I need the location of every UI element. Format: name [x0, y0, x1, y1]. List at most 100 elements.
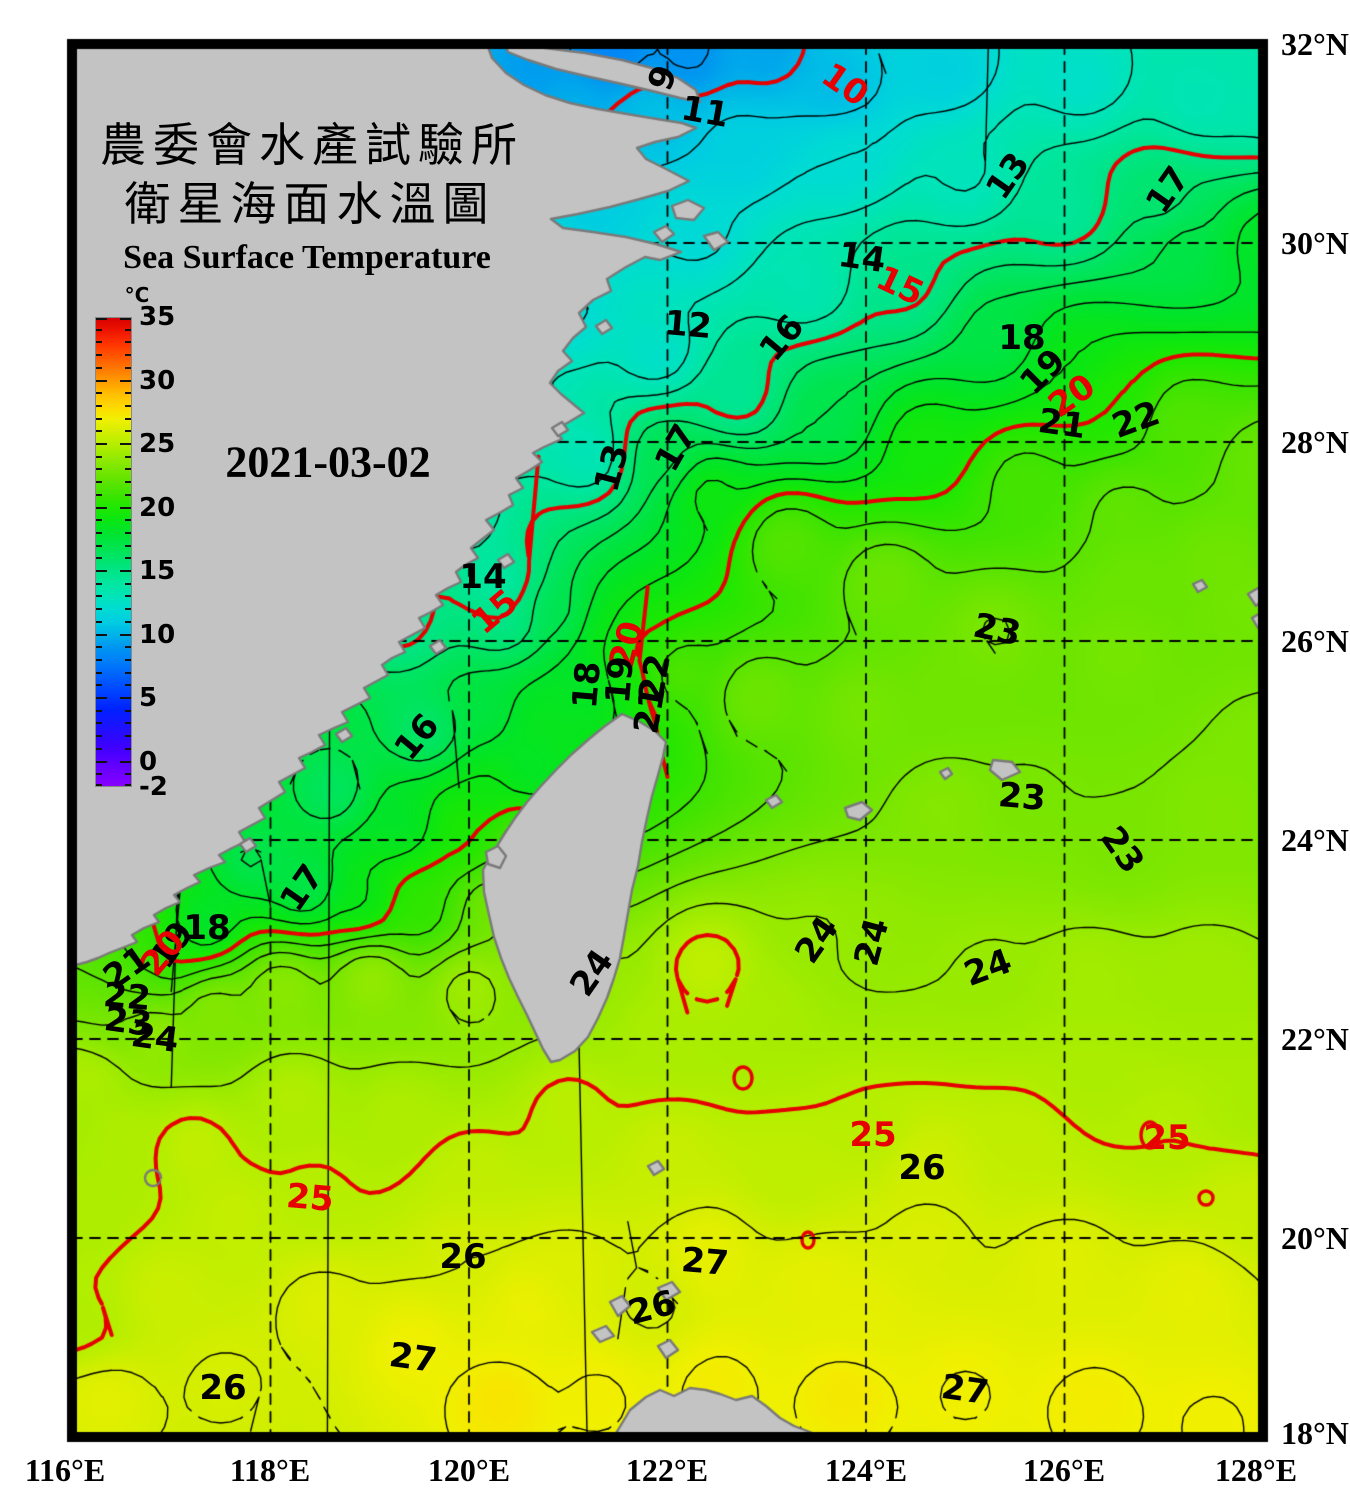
colorbar-tick	[96, 493, 102, 496]
colorbar-tick	[96, 443, 107, 446]
contour-label: 21	[1035, 400, 1089, 448]
colorbar-tick	[125, 430, 131, 433]
colorbar-tick	[96, 354, 102, 357]
colorbar-tick	[125, 404, 131, 407]
contour-label: 21	[626, 683, 674, 737]
colorbar-tick	[120, 379, 131, 382]
lat-tick-label: 32°N	[1281, 26, 1349, 62]
colorbar-tick	[125, 595, 131, 598]
contour-label: 18	[998, 318, 1046, 358]
colorbar-tick	[96, 784, 102, 786]
colorbar-tick	[96, 392, 102, 395]
lon-tick-label: 124°E	[824, 1452, 908, 1488]
colorbar-tick	[96, 671, 102, 674]
title-chinese-line1: 農委會水產試驗所	[100, 120, 524, 171]
colorbar-tick	[125, 544, 131, 547]
colorbar-tick	[96, 468, 102, 471]
colorbar-gradient	[95, 317, 132, 787]
lat-tick-label: 26°N	[1281, 623, 1349, 659]
colorbar-tick	[120, 318, 131, 320]
contour-label: 25	[284, 1176, 336, 1220]
date-label: 2021-03-02	[225, 437, 431, 487]
colorbar-tick	[96, 531, 102, 534]
contour-label: 27	[679, 1240, 731, 1284]
lat-tick-label: 24°N	[1281, 822, 1349, 858]
colorbar-tick	[120, 697, 131, 700]
colorbar-tick	[96, 697, 107, 700]
colorbar-tick	[96, 684, 102, 687]
colorbar-tick	[96, 595, 102, 598]
colorbar-tick	[96, 760, 107, 763]
contour-label: 26	[199, 1368, 247, 1408]
lon-tick-label: 126°E	[1022, 1452, 1106, 1488]
contour-label: 14	[459, 557, 507, 597]
colorbar-tick	[125, 646, 131, 649]
colorbar-tick	[96, 582, 102, 585]
colorbar-tick	[120, 506, 131, 509]
contour-label: 25	[1143, 1118, 1191, 1158]
colorbar-tick	[96, 417, 102, 420]
colorbar-tick	[96, 455, 102, 458]
colorbar-tick	[125, 773, 131, 776]
lat-tick-label: 28°N	[1281, 424, 1349, 460]
colorbar-tick	[125, 481, 131, 484]
colorbar-tick	[120, 443, 131, 446]
contour-label: 12	[662, 303, 714, 347]
colorbar-tick	[96, 430, 102, 433]
colorbar-tick	[125, 493, 131, 496]
colorbar-tick-label: -2	[139, 772, 168, 802]
colorbar-tick	[96, 709, 102, 712]
colorbar-tick	[125, 747, 131, 750]
colorbar-tick	[96, 658, 102, 661]
colorbar-tick	[96, 318, 107, 320]
colorbar-tick	[96, 544, 102, 547]
colorbar-tick-label: 0	[139, 746, 158, 777]
colorbar-tick	[125, 417, 131, 420]
title-chinese-line2: 衛星海面水溫圖	[124, 179, 496, 230]
lon-tick-label: 122°E	[625, 1452, 709, 1488]
colorbar-tick-label: 35	[139, 302, 176, 332]
colorbar-tick	[125, 341, 131, 344]
contour-label: 18	[183, 908, 231, 948]
colorbar-tick	[125, 531, 131, 534]
lon-tick-label: 128°E	[1214, 1452, 1298, 1488]
lon-tick-label: 120°E	[427, 1452, 511, 1488]
title-english: Sea Surface Temperature	[123, 239, 491, 276]
colorbar-tick	[120, 570, 131, 573]
colorbar-tick	[96, 506, 107, 509]
colorbar-tick	[96, 557, 102, 560]
colorbar-tick	[125, 354, 131, 357]
colorbar-tick	[125, 735, 131, 738]
colorbar-tick	[96, 519, 102, 522]
contour-label: 11	[678, 88, 732, 136]
contour-label: 25	[849, 1115, 897, 1155]
colorbar-tick	[125, 684, 131, 687]
colorbar-tick-label: 20	[139, 492, 176, 523]
colorbar-tick	[125, 608, 131, 611]
colorbar-tick	[96, 773, 102, 776]
contour-label: 27	[386, 1334, 440, 1382]
colorbar-tick	[125, 468, 131, 471]
lat-tick-label: 20°N	[1281, 1220, 1349, 1256]
colorbar-tick	[125, 582, 131, 585]
contour-label: 23	[996, 775, 1048, 819]
colorbar-tick	[125, 328, 131, 331]
colorbar-tick-label: 25	[139, 429, 176, 460]
colorbar-tick	[96, 735, 102, 738]
colorbar	[95, 317, 132, 787]
colorbar-tick	[120, 760, 131, 763]
colorbar-tick	[125, 722, 131, 725]
contour-label: 27	[938, 1366, 992, 1414]
contour-label: 26	[439, 1237, 487, 1277]
colorbar-tick	[125, 620, 131, 623]
colorbar-tick	[96, 366, 102, 369]
lon-tick-label: 116°E	[24, 1452, 106, 1488]
contour-label: 23	[969, 605, 1025, 655]
colorbar-tick	[125, 709, 131, 712]
colorbar-tick	[125, 557, 131, 560]
colorbar-tick	[96, 646, 102, 649]
colorbar-tick	[96, 722, 102, 725]
colorbar-tick	[96, 379, 107, 382]
colorbar-tick	[125, 519, 131, 522]
